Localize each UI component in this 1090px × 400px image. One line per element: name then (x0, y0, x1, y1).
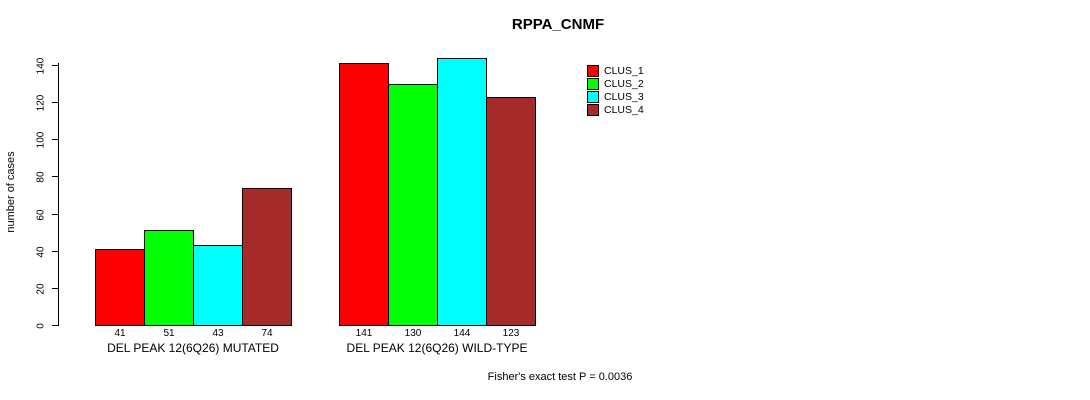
legend-swatch (587, 77, 599, 90)
y-tick-label: 120 (35, 94, 47, 111)
legend: CLUS_1 CLUS_2 CLUS_3 CLUS_4 (587, 64, 644, 116)
bar-clus_1-group2 (339, 63, 389, 326)
y-tick-label: 0 (35, 322, 47, 329)
y-tick (52, 288, 59, 289)
y-tick (52, 251, 59, 252)
bar-clus_3-group1 (193, 245, 243, 326)
y-tick-label: 40 (35, 245, 47, 258)
y-tick (52, 325, 59, 326)
bar-clus_3-group2 (437, 58, 487, 326)
legend-swatch (587, 103, 599, 116)
bar-clus_2-group2 (388, 84, 438, 326)
y-tick (52, 139, 59, 140)
legend-label: CLUS_1 (604, 64, 644, 77)
legend-item-clus_1: CLUS_1 (587, 64, 644, 77)
y-tick (52, 214, 59, 215)
y-axis-line (58, 63, 59, 326)
bar-value-label: 43 (212, 328, 224, 339)
chart-title: RPPA_CNMF (511, 16, 605, 33)
legend-swatch (587, 64, 599, 77)
y-tick (52, 102, 59, 103)
group-label: DEL PEAK 12(6Q26) WILD-TYPE (346, 341, 528, 355)
legend-label: CLUS_3 (604, 90, 644, 103)
y-tick-label: 140 (35, 57, 47, 74)
legend-item-clus_3: CLUS_3 (587, 90, 644, 103)
y-tick-label: 80 (35, 170, 47, 183)
bar-value-label: 141 (355, 328, 373, 339)
legend-label: CLUS_2 (604, 77, 644, 90)
bar-value-label: 41 (114, 328, 126, 339)
bar-clus_4-group2 (486, 97, 536, 326)
y-tick-label: 60 (35, 208, 47, 221)
legend-item-clus_2: CLUS_2 (587, 77, 644, 90)
footer-note: Fisher's exact test P = 0.0036 (487, 371, 633, 383)
bar-clus_1-group1 (95, 249, 145, 326)
y-tick (52, 176, 59, 177)
bar-clus_2-group1 (144, 230, 194, 326)
legend-label: CLUS_4 (604, 103, 644, 116)
bar-value-label: 144 (453, 328, 471, 339)
bar-clus_4-group1 (242, 188, 292, 326)
bar-value-label: 51 (163, 328, 175, 339)
legend-swatch (587, 90, 599, 103)
legend-item-clus_4: CLUS_4 (587, 103, 644, 116)
group-label: DEL PEAK 12(6Q26) MUTATED (107, 341, 279, 355)
y-tick-label: 20 (35, 282, 47, 295)
y-tick-label: 100 (35, 131, 47, 148)
y-axis-label: number of cases (5, 151, 17, 233)
bar-value-label: 74 (261, 328, 273, 339)
bar-value-label: 130 (404, 328, 422, 339)
y-tick (52, 65, 59, 66)
bar-value-label: 123 (502, 328, 520, 339)
